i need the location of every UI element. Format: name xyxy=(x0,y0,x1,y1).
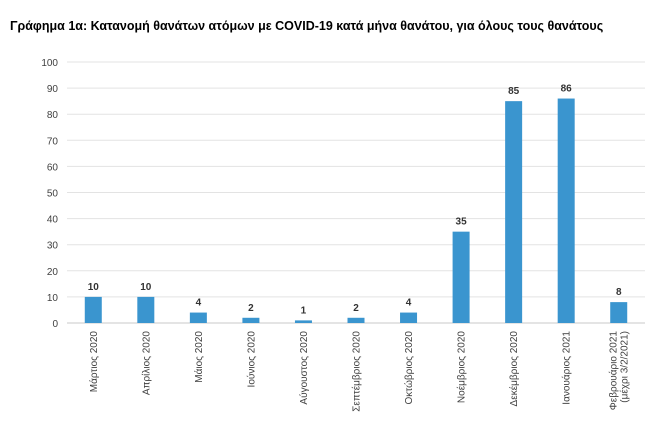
x-tick-label-text: Μάιος 2020 xyxy=(193,331,205,383)
data-label: 4 xyxy=(406,298,412,309)
x-tick-label: Σεπτέμβριος 2020 xyxy=(351,331,363,412)
x-tick-label-text: Νοέμβριος 2020 xyxy=(456,331,468,404)
x-tick-label-text: Αύγουστος 2020 xyxy=(298,331,310,405)
gridlines xyxy=(67,61,645,324)
y-tick-label: 90 xyxy=(47,84,59,95)
x-tick-label-text: Φεβρουάριο 2021(μέχρι 3/2/2021) xyxy=(608,331,631,411)
x-tick-label-text: Σεπτέμβριος 2020 xyxy=(351,331,363,412)
x-tick-label: Δεκέμβριος 2020 xyxy=(508,331,520,407)
bar xyxy=(400,312,418,323)
x-axis-ticks: Μάρτιος 2020 Απρίλιος 2020 Μάιος 2020 Ιούνι… xyxy=(88,331,631,412)
x-tick-label-text: Μάρτιος 2020 xyxy=(88,331,100,393)
data-label: 1 xyxy=(301,305,307,316)
x-tick-label-text: Ιούνιος 2020 xyxy=(245,331,257,388)
y-tick-label: 70 xyxy=(47,136,59,147)
x-tick-label: Απρίλιος 2020 xyxy=(140,331,152,396)
data-labels: 10 10 4 2 1 2 4 35 85 86 8 xyxy=(88,84,622,317)
bar xyxy=(294,320,312,323)
data-label: 4 xyxy=(196,298,202,309)
x-tick-label: Νοέμβριος 2020 xyxy=(456,331,468,404)
data-label: 2 xyxy=(353,303,359,314)
x-tick-label-text: Οκτώβριος 2020 xyxy=(403,331,415,405)
x-tick-label: Ιούνιος 2020 xyxy=(245,331,257,388)
bar xyxy=(189,312,207,323)
data-label: 10 xyxy=(88,282,100,293)
y-tick-label: 30 xyxy=(47,241,59,252)
y-axis-ticks: 0 10 20 30 40 50 60 70 80 90 100 xyxy=(41,58,58,330)
x-tick-label-text: Απρίλιος 2020 xyxy=(140,331,152,396)
x-tick-label: Ιανουάριος 2021 xyxy=(561,331,573,405)
y-tick-label: 50 xyxy=(47,189,59,200)
bar xyxy=(557,98,575,323)
bar xyxy=(505,101,523,324)
chart-title: Γράφημα 1α: Κατανομή θανάτων ατόμων με C… xyxy=(10,19,604,33)
y-tick-label: 10 xyxy=(47,293,59,304)
x-tick-label-text: Δεκέμβριος 2020 xyxy=(508,331,520,407)
bar xyxy=(84,296,102,323)
bar xyxy=(242,317,260,323)
clipped-heading-fragment: ━━━━━━━━━━━━━━━━━━━━━━━━━━━━━━━━ xyxy=(0,0,658,2)
y-tick-label: 0 xyxy=(52,319,58,330)
data-label: 2 xyxy=(248,303,254,314)
y-tick-label: 60 xyxy=(47,162,59,173)
bar xyxy=(452,231,470,323)
x-tick-label-text: Ιανουάριος 2021 xyxy=(561,331,573,405)
y-tick-label: 20 xyxy=(47,267,59,278)
data-label: 8 xyxy=(616,287,622,298)
data-label: 10 xyxy=(140,282,152,293)
data-label: 86 xyxy=(561,84,573,95)
bar xyxy=(610,302,628,323)
bar xyxy=(137,296,155,323)
x-tick-label: Μάρτιος 2020 xyxy=(88,331,100,393)
data-label: 85 xyxy=(508,86,520,97)
x-tick-label: Φεβρουάριο 2021(μέχρι 3/2/2021) xyxy=(608,331,631,411)
data-label: 35 xyxy=(456,217,468,228)
bars xyxy=(84,98,628,324)
x-tick-label: Οκτώβριος 2020 xyxy=(403,331,415,405)
y-tick-label: 40 xyxy=(47,215,59,226)
bar xyxy=(347,317,365,323)
x-tick-label: Αύγουστος 2020 xyxy=(298,331,310,405)
y-tick-label: 80 xyxy=(47,110,59,121)
y-tick-label: 100 xyxy=(41,58,58,69)
x-tick-label: Μάιος 2020 xyxy=(193,331,205,383)
